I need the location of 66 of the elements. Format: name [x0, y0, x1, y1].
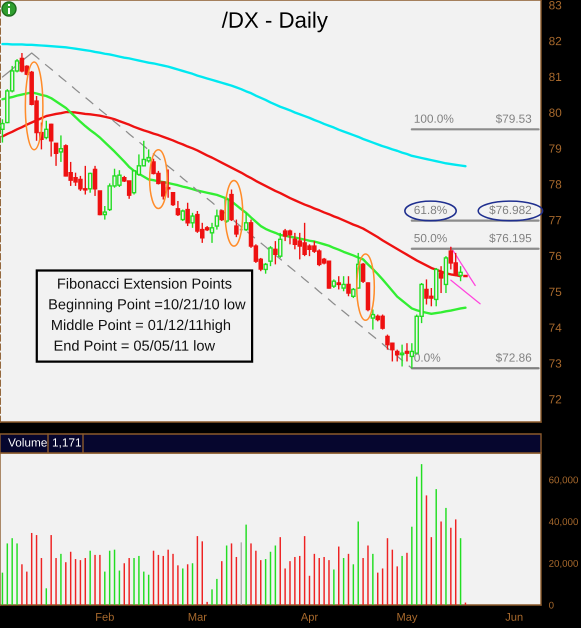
y-tick-label: 76	[549, 252, 562, 260]
annotation: $79.53	[496, 114, 532, 124]
candlestick	[220, 208, 224, 222]
annotation: 50.0%	[414, 234, 447, 242]
candlestick	[185, 202, 190, 227]
annotation: $76.982	[489, 205, 532, 215]
x-tick-label: Feb	[96, 612, 114, 621]
candlestick	[278, 232, 282, 259]
candlestick	[44, 120, 49, 140]
line-series	[1, 91, 467, 315]
y-tick-label: 81	[549, 72, 562, 82]
annotation: 100.0%	[414, 114, 454, 123]
candlestick	[341, 276, 346, 292]
y-tick-label: 74	[549, 324, 562, 332]
candlestick	[273, 240, 278, 266]
chart-title: /DX - Daily	[222, 12, 328, 32]
candlestick	[400, 344, 404, 368]
y-tick-label: 60,000	[549, 476, 578, 484]
annotation: 61.8%	[414, 206, 447, 214]
candlestick	[48, 122, 54, 158]
y-tick-label: 40,000	[548, 518, 578, 526]
candlestick	[88, 172, 92, 194]
line-series	[450, 246, 476, 286]
annotation: 0.0%	[414, 353, 440, 362]
annotation: End Point = 05/05/11 low	[54, 340, 216, 351]
candlestick	[98, 190, 102, 216]
annotation: Middle Point = 01/12/11high	[52, 319, 230, 334]
y-tick-label: 82	[549, 36, 562, 46]
annotation: $76.195	[489, 233, 532, 243]
line-series	[1, 42, 467, 168]
candlestick	[394, 348, 400, 362]
y-tick-label: 20,000	[549, 560, 578, 568]
y-tick-label: 73	[549, 359, 562, 368]
candlestick	[346, 276, 351, 297]
x-tick-label: Jun	[505, 613, 522, 621]
y-tick-label: 77	[549, 216, 562, 224]
y-tick-label: 0	[549, 602, 554, 609]
annotation: $72.86	[496, 352, 532, 362]
line-series	[450, 280, 481, 304]
candlestick	[263, 262, 268, 274]
candlestick	[404, 342, 410, 362]
candlestick	[190, 212, 195, 229]
candlestick	[92, 165, 98, 197]
annotation: Beginning Point =10/21/10 low	[49, 298, 246, 312]
x-tick-label: May	[397, 613, 418, 623]
y-tick-label: 83	[549, 1, 562, 10]
y-tick-label: 78	[549, 180, 562, 189]
annotation: Fibonacci Extension Points	[58, 278, 232, 289]
candlestick	[336, 276, 341, 290]
candlestick	[102, 205, 108, 220]
candlestick	[458, 265, 463, 282]
text: 1,171	[52, 438, 81, 448]
candlestick	[180, 208, 186, 222]
y-tick-label: 80	[549, 108, 562, 117]
candlestick	[58, 134, 64, 163]
candlestick	[370, 308, 376, 330]
x-tick-label: Apr	[300, 613, 318, 623]
y-tick-label: 72	[549, 395, 562, 404]
candlestick	[54, 142, 58, 167]
y-tick-label: 79	[549, 144, 562, 153]
x-tick-label: Mar	[188, 613, 207, 621]
y-tick-label: 75	[549, 288, 562, 296]
candlestick	[268, 245, 273, 267]
candlestick	[244, 212, 248, 232]
chart-title: Volume	[8, 438, 47, 447]
candlestick	[351, 287, 356, 299]
